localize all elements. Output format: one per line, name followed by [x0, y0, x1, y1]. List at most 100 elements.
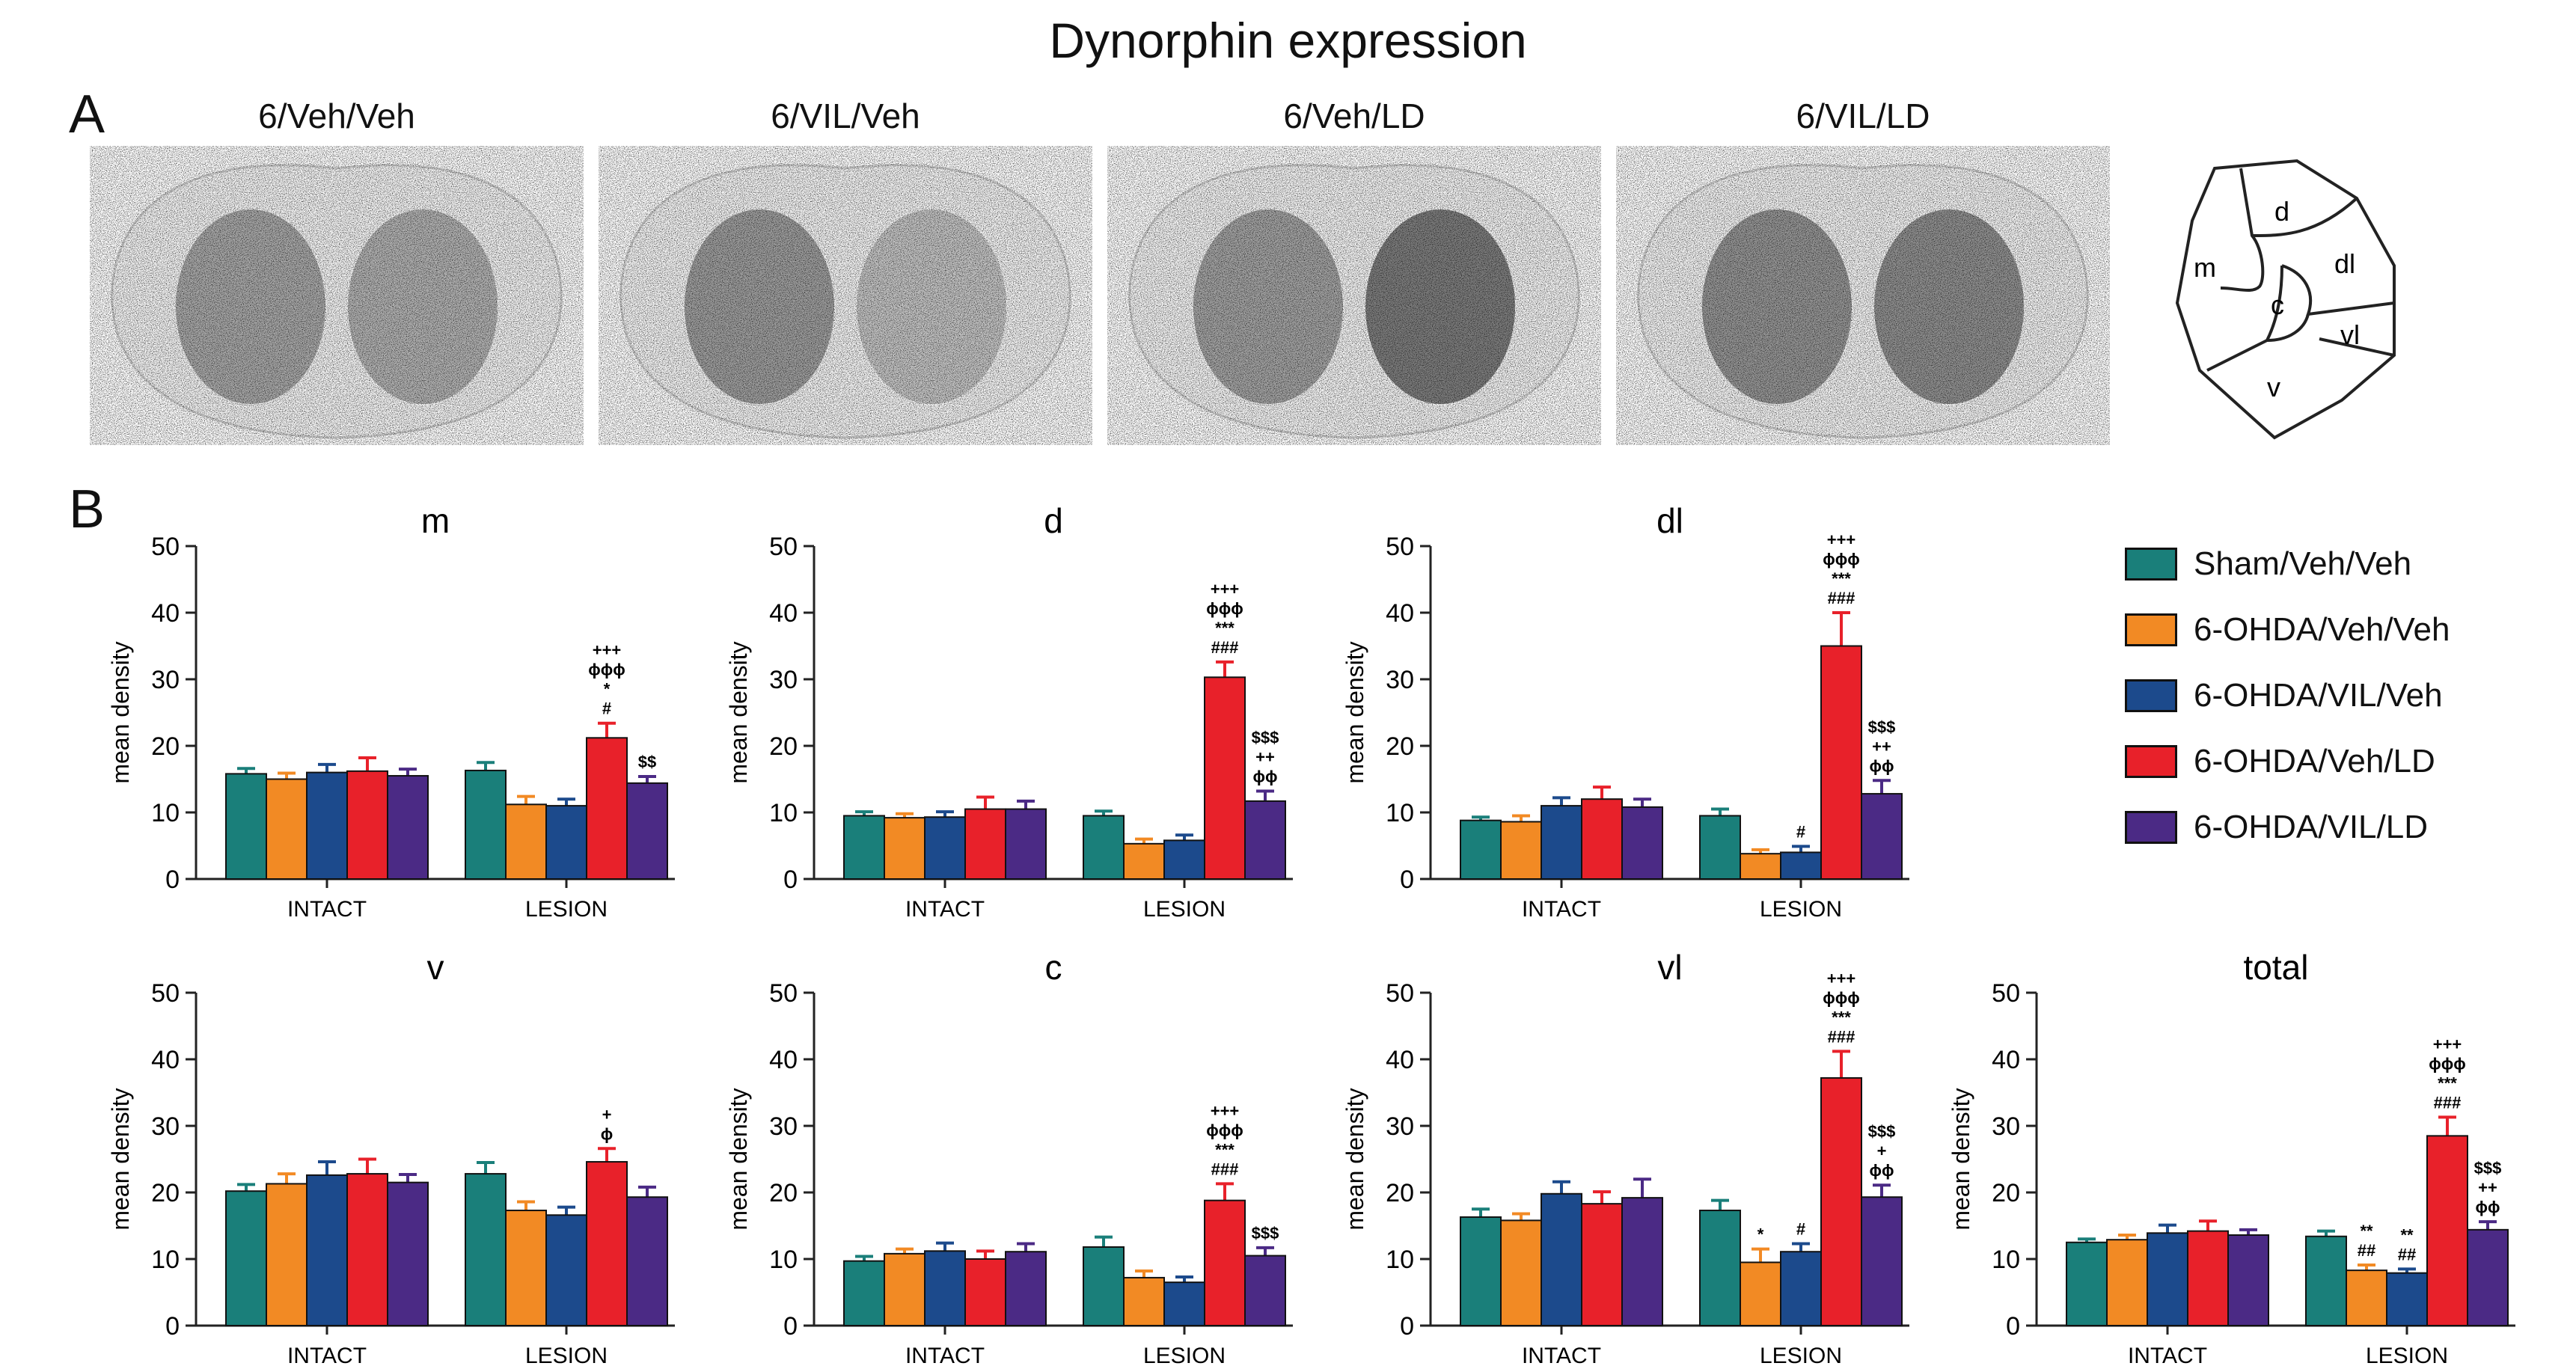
significance-marker: +++: [1827, 969, 1856, 987]
bar: [1163, 839, 1205, 880]
brain-slice-image-3: [1107, 146, 1601, 445]
bar: [1123, 1276, 1165, 1327]
significance-marker: ϕϕ: [2476, 1198, 2500, 1216]
bar: [2106, 1239, 2148, 1326]
significance-marker: +++: [1211, 1101, 1240, 1120]
significance-marker: ***: [1215, 619, 1235, 637]
y-axis-label: mean density: [725, 1088, 752, 1230]
bar: [1204, 1199, 1246, 1327]
bar: [1083, 1246, 1125, 1326]
x-tick-label: INTACT: [905, 1344, 985, 1366]
significance-marker: +: [1877, 1142, 1887, 1160]
y-axis-label: mean density: [1341, 641, 1368, 783]
panel-letter-a: A: [69, 85, 105, 144]
schematic-label-v: v: [2267, 372, 2280, 402]
bar: [2305, 1235, 2347, 1326]
y-tick-label: 50: [769, 533, 798, 561]
y-tick-label: 0: [1400, 866, 1414, 894]
y-tick-label: 50: [1992, 979, 2020, 1008]
significance-marker: ++: [2478, 1178, 2497, 1197]
bar: [843, 1260, 885, 1327]
x-tick-label: INTACT: [2128, 1344, 2207, 1366]
significance-marker: ϕϕ: [1870, 756, 1894, 775]
significance-marker: ++: [1872, 737, 1891, 756]
y-tick-label: 10: [1386, 1246, 1414, 1274]
bar: [2426, 1135, 2468, 1326]
legend-label: 6-OHDA/Veh/Veh: [2194, 611, 2450, 648]
slice-grain: [599, 146, 1092, 445]
y-tick-label: 30: [769, 1112, 798, 1141]
y-tick-label: 20: [769, 732, 798, 761]
legend-label: Sham/Veh/Veh: [2194, 545, 2412, 582]
chart-title: c: [1045, 948, 1062, 987]
y-tick-label: 0: [1400, 1312, 1414, 1341]
x-tick-label: LESION: [1760, 897, 1842, 922]
legend-label: 6-OHDA/Veh/LD: [2194, 743, 2435, 780]
bar: [2386, 1272, 2428, 1326]
slice-grain: [1616, 146, 2110, 445]
bar: [1780, 1251, 1822, 1326]
brain-slice-image-4: [1616, 146, 2110, 445]
bar: [266, 1183, 308, 1327]
slice-grain: [90, 146, 584, 445]
bar: [964, 808, 1006, 880]
bar: [1204, 676, 1246, 880]
x-tick-label: LESION: [1143, 897, 1226, 922]
bar: [1460, 819, 1502, 880]
bar: [2467, 1228, 2509, 1326]
significance-marker: ϕϕϕ: [2429, 1054, 2465, 1073]
significance-marker: #: [1796, 1220, 1805, 1239]
significance-marker: ###: [1211, 638, 1239, 657]
chart-title: dl: [1656, 501, 1683, 540]
bar: [1621, 1197, 1663, 1326]
chart-title: vl: [1657, 948, 1682, 987]
legend-label: 6-OHDA/VIL/Veh: [2194, 677, 2443, 714]
slice-label-2: 6/VIL/Veh: [771, 97, 920, 135]
bar: [1005, 1251, 1047, 1326]
chart-title: total: [2244, 948, 2309, 987]
significance-marker: **: [2360, 1222, 2373, 1240]
x-tick-label: LESION: [1760, 1344, 1842, 1366]
significance-marker: +++: [593, 641, 622, 660]
y-tick-label: 10: [151, 1246, 180, 1274]
bar: [884, 1252, 926, 1327]
significance-marker: ##: [2398, 1245, 2416, 1264]
y-tick-label: 10: [769, 1246, 798, 1274]
significance-marker: $$$: [1868, 717, 1896, 736]
significance-marker: $$$: [1868, 1122, 1896, 1141]
slice-label-1: 6/Veh/Veh: [258, 97, 415, 135]
y-tick-label: 10: [151, 799, 180, 827]
bar: [2147, 1232, 2188, 1327]
schematic-label-d: d: [2274, 196, 2289, 227]
bar: [586, 737, 628, 880]
bar: [1541, 805, 1582, 880]
bar: [1163, 1281, 1205, 1327]
significance-marker: $$: [638, 753, 656, 771]
y-tick-label: 20: [1992, 1179, 2020, 1207]
y-axis-label: mean density: [1948, 1088, 1974, 1230]
y-tick-label: 20: [1386, 1179, 1414, 1207]
bar: [1740, 853, 1781, 880]
bar: [586, 1161, 628, 1327]
bar: [1005, 808, 1047, 880]
legend-swatch: [2125, 679, 2177, 712]
bar: [266, 778, 308, 880]
significance-marker: ##: [2358, 1241, 2375, 1260]
bar: [225, 1190, 267, 1326]
x-tick-label: INTACT: [1522, 897, 1601, 922]
y-tick-label: 20: [151, 732, 180, 761]
y-tick-label: 50: [151, 533, 180, 561]
schematic-label-vl: vl: [2340, 319, 2360, 350]
legend-swatch: [2125, 613, 2177, 646]
schematic-line-d: [2251, 197, 2358, 237]
y-tick-label: 40: [1992, 1046, 2020, 1074]
bar: [387, 775, 429, 880]
schematic-label-dl: dl: [2334, 248, 2355, 279]
significance-marker: ###: [1828, 589, 1855, 607]
bar: [1740, 1261, 1781, 1326]
significance-marker: ++: [1255, 748, 1275, 767]
y-tick-label: 30: [1386, 1112, 1414, 1141]
bar: [2187, 1230, 2229, 1326]
brain-slice-image-2: [599, 146, 1092, 445]
y-axis-label: mean density: [107, 1088, 134, 1230]
